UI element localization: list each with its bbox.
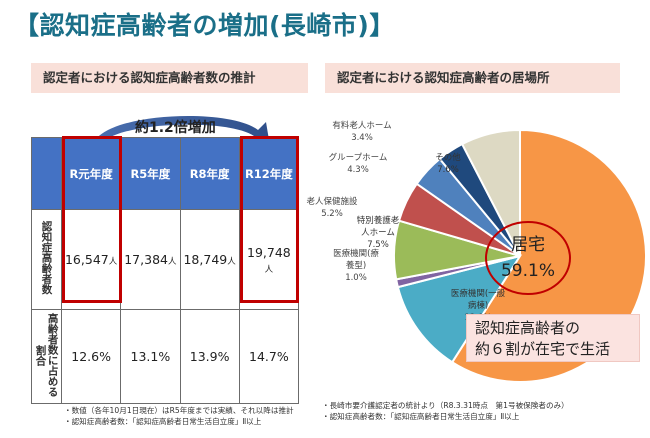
table-cell: 18,749人 [179, 209, 240, 310]
table-cell: 12.6% [60, 309, 122, 404]
pie-slice-label: 7.5% [367, 240, 389, 250]
increase-arrow-icon [94, 116, 270, 146]
table-cell: 13.9% [179, 309, 240, 404]
callout-line: 約６割が在宅で生活 [475, 340, 611, 358]
pie-slice-label: 養型) [346, 260, 366, 271]
pie-main-label: 居宅 [511, 235, 545, 255]
row-head-ratio: 高齢者数に占める割合 [31, 309, 62, 404]
pie-slice-label: 医療機関(一般 [451, 288, 506, 299]
table-cell: 13.1% [120, 309, 181, 404]
estimate-table: R元年度 R5年度 R8年度 R12年度 認知症高齢者数 16,547人 17,… [31, 137, 300, 404]
home-care-callout: 認知症高齢者の 約６割が在宅で生活 [466, 314, 640, 362]
callout-line: 認知症高齢者の [475, 319, 581, 337]
footnote-line: ・長崎市要介護認定者の統計より（R8.3.31時点 第1号被保険者のみ） [322, 401, 569, 410]
pie-slice [460, 128, 521, 257]
highlight-ring [485, 221, 571, 295]
footnote-line: ・認知症高齢者数：「認知症高齢者日常生活自立度」Ⅱ以上 [322, 412, 520, 421]
pie-slice-label: 3.4% [351, 133, 373, 143]
table-cell: 17,384人 [120, 209, 181, 310]
footnote-line: ・認知症高齢者数：「認知症高齢者日常生活自立度」Ⅱ以上 [64, 417, 262, 426]
pie-footnotes: ・長崎市要介護認定者の統計より（R8.3.31時点 第1号被保険者のみ） ・認知… [322, 400, 569, 422]
pie-slice-label: 病棟) [468, 300, 488, 311]
col-head: R8年度 [179, 137, 240, 210]
pie-slice-label: 有料老人ホーム [332, 120, 391, 131]
page-title: 【認知症高齢者の増加(長崎市)】 [14, 11, 395, 40]
pie-slice-label: 7.6% [437, 165, 459, 175]
table-cell: 14.7% [238, 309, 300, 404]
col-head: R5年度 [120, 137, 181, 210]
pie-slice-label: 医療機関(療 [333, 248, 379, 259]
table-corner [31, 137, 62, 210]
table-footnotes: ・数値（各年10月1日現在）はR5年度までは実績、それ以降は推計 ・認知症高齢者… [64, 405, 294, 427]
table-cell: 19,748 人 [238, 209, 300, 310]
pie-slice [396, 254, 523, 364]
footnote-line: ・数値（各年10月1日現在）はR5年度までは実績、それ以降は推計 [64, 406, 294, 415]
table-panel-heading: 認定者における認知症高齢者数の推計 [31, 63, 308, 93]
increase-label: 約1.2倍増加 [135, 120, 216, 136]
row-head-count: 認知症高齢者数 [31, 209, 62, 310]
pie-slice-label: 4.3% [347, 165, 369, 175]
pie-slice-label: 特別養護老 [357, 215, 400, 226]
pie-slice-label: 5.2% [321, 209, 343, 219]
pie-panel-heading: 認定者における認知症高齢者の居場所 [325, 63, 620, 93]
pie-main-label: 59.1% [501, 261, 555, 281]
pie-slice-label: 人ホーム [361, 228, 395, 238]
pie-slice-label: グループホーム [329, 152, 388, 163]
pie-slice-label: その他 [435, 152, 461, 163]
pie-slice-label: 1.0% [345, 273, 367, 283]
highlight-box-r1 [62, 136, 122, 303]
highlight-box-r12 [240, 136, 299, 303]
pie-slice-label: 老人保健施設 [306, 196, 358, 207]
